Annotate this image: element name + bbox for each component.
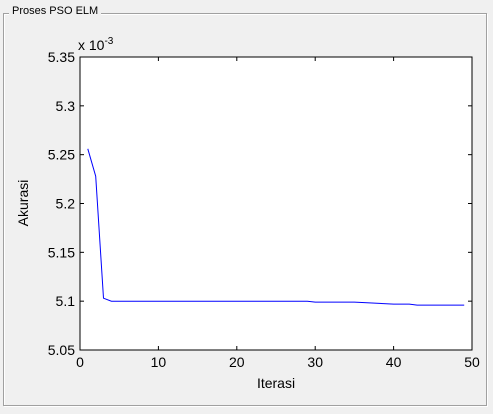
- x-tick-label: 30: [307, 354, 323, 370]
- series-line: [87, 148, 465, 306]
- y-tick-label: 5.1: [56, 293, 76, 309]
- x-tick-label: 20: [229, 354, 245, 370]
- x-axis-label: Iterasi: [257, 375, 295, 391]
- y-tick-label: 5.15: [48, 244, 75, 260]
- y-exponent-label: x 10-3: [78, 36, 114, 53]
- y-tick-label: 5.3: [56, 98, 76, 114]
- ticks-group: 0 10 20 30 40 50 5.05 5.1 5.15 5.2 5.25 5.3 5.35: [48, 49, 480, 370]
- plot-frame: [79, 56, 473, 351]
- series-group: [87, 148, 465, 306]
- y-tick-label: 5.05: [48, 342, 75, 358]
- y-tick-label: 5.35: [48, 49, 75, 65]
- y-axis-label: Akurasi: [15, 180, 31, 227]
- y-tick-label: 5.25: [48, 147, 75, 163]
- plot-area: [80, 57, 472, 350]
- x-tick-label: 0: [76, 354, 84, 370]
- panel-title: Proses PSO ELM: [9, 4, 102, 18]
- x-tick-label: 40: [386, 354, 402, 370]
- proses-pso-elm-panel: [3, 13, 487, 406]
- x-tick-label: 10: [151, 354, 167, 370]
- y-tick-label: 5.2: [56, 196, 76, 212]
- x-tick-label: 50: [464, 354, 480, 370]
